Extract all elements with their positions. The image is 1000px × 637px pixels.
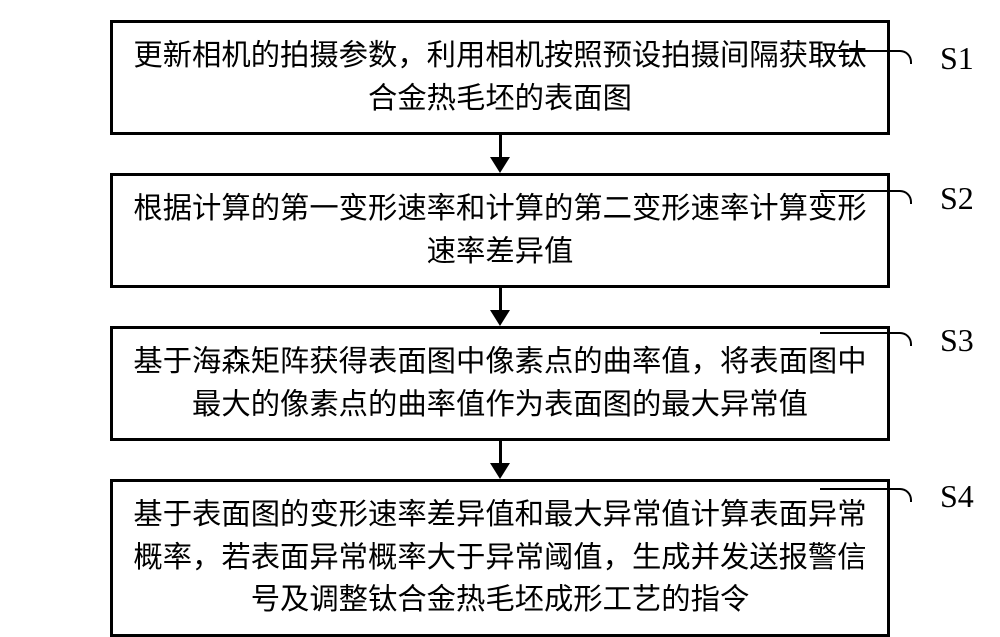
label-s1: S1 (940, 40, 974, 77)
label-s2: S2 (940, 180, 974, 217)
step-s4: 基于表面图的变形速率差异值和最大异常值计算表面异常概率，若表面异常概率大于异常阈… (110, 479, 890, 637)
arrow-line (499, 288, 502, 310)
arrow-s1-s2 (490, 135, 510, 173)
step-s4-text: 基于表面图的变形速率差异值和最大异常值计算表面异常概率，若表面异常概率大于异常阈… (133, 499, 866, 616)
flowchart-container: 更新相机的拍摄参数，利用相机按照预设拍摄间隔获取钛合金热毛坯的表面图 根据计算的… (40, 20, 960, 637)
step-s3: 基于海森矩阵获得表面图中像素点的曲率值，将表面图中最大的像素点的曲率值作为表面图… (110, 326, 890, 441)
step-s1-text: 更新相机的拍摄参数，利用相机按照预设拍摄间隔获取钛合金热毛坯的表面图 (133, 40, 866, 115)
arrow-head (490, 463, 510, 479)
arrow-s3-s4 (490, 441, 510, 479)
arrow-head (490, 157, 510, 173)
label-connector-s2 (820, 190, 912, 204)
label-s4: S4 (940, 478, 974, 515)
label-connector-s1 (820, 50, 912, 64)
step-s1: 更新相机的拍摄参数，利用相机按照预设拍摄间隔获取钛合金热毛坯的表面图 (110, 20, 890, 135)
step-s2-text: 根据计算的第一变形速率和计算的第二变形速率计算变形速率差异值 (133, 193, 866, 268)
label-connector-s3 (820, 332, 912, 346)
arrow-line (499, 135, 502, 157)
label-connector-s4 (820, 488, 912, 502)
label-s3: S3 (940, 322, 974, 359)
arrow-line (499, 441, 502, 463)
arrow-head (490, 310, 510, 326)
step-s2: 根据计算的第一变形速率和计算的第二变形速率计算变形速率差异值 (110, 173, 890, 288)
step-s3-text: 基于海森矩阵获得表面图中像素点的曲率值，将表面图中最大的像素点的曲率值作为表面图… (133, 346, 866, 421)
arrow-s2-s3 (490, 288, 510, 326)
